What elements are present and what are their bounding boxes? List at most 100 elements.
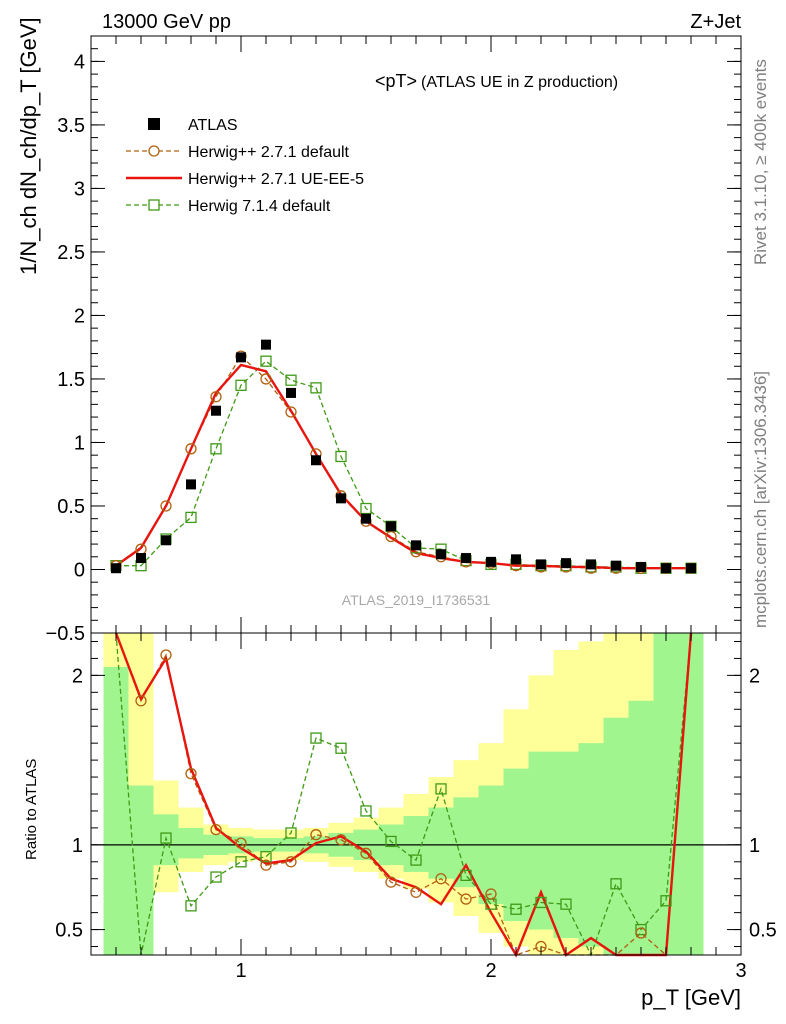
ratio-point-herwig-default <box>485 888 497 900</box>
legend-marker-herwig7 <box>148 199 160 211</box>
ratio-point-herwig-default <box>385 876 397 888</box>
legend: ATLAS Herwig++ 2.7.1 default Herwig++ 2.7.… <box>126 117 364 215</box>
xtick-label: 3 <box>735 960 746 982</box>
point-atlas <box>161 535 171 546</box>
ratio-point-herwig-default <box>160 649 172 661</box>
main-ytick-label: 4 <box>74 51 85 73</box>
ratio-ytick-label-right: 0.5 <box>749 920 777 942</box>
ratio-point-herwig7 <box>535 896 547 909</box>
x-axis-label: p_T [GeV] <box>641 985 741 1010</box>
band-inner-bin <box>453 797 479 888</box>
point-atlas <box>436 549 446 560</box>
point-atlas <box>336 493 346 504</box>
ratio-point-herwig-default <box>235 837 247 849</box>
point-atlas <box>186 479 196 490</box>
ratio-panel: 0.5 0.5 1 1 2 2 Ratio to ATLAS <box>23 632 777 958</box>
point-atlas <box>386 521 396 532</box>
series-line-herwig7 <box>116 360 691 569</box>
ratio-point-herwig7 <box>385 835 397 848</box>
ratio-point-herwig-default <box>285 856 297 868</box>
header-left: 13000 GeV pp <box>102 11 231 33</box>
point-atlas <box>611 560 621 571</box>
main-ytick-label: −0.5 <box>46 623 85 645</box>
ratio-point-herwig-default <box>435 873 447 885</box>
ratio-point-herwig7 <box>435 783 447 795</box>
band-inner-bin <box>103 666 129 955</box>
ratio-point-herwig7 <box>285 827 297 839</box>
ratio-point-herwig7 <box>610 878 622 890</box>
band-inner-bin <box>128 785 154 955</box>
legend-label: Herwig++ 2.7.1 UE-EE-5 <box>188 171 364 188</box>
point-atlas <box>586 559 596 570</box>
point-herwig-default <box>160 500 172 512</box>
band-inner-bin <box>528 751 554 930</box>
point-atlas <box>261 339 271 350</box>
band-inner-bin <box>403 816 429 872</box>
point-atlas <box>486 556 496 567</box>
legend-label: ATLAS <box>188 117 238 134</box>
ratio-ytick-label: 2 <box>72 665 83 687</box>
point-atlas <box>686 563 696 574</box>
point-herwig7 <box>185 511 197 524</box>
point-atlas <box>461 553 471 564</box>
point-herwig7 <box>235 379 247 391</box>
side-label-top: Rivet 3.1.10, ≥ 400k events <box>751 59 770 265</box>
point-atlas <box>286 387 296 398</box>
ratio-point-herwig-default <box>635 927 647 939</box>
point-herwig-default <box>285 406 297 418</box>
ratio-point-herwig7 <box>335 742 347 754</box>
band-inner-bin <box>603 717 629 955</box>
point-herwig-default <box>260 373 272 385</box>
band-inner-bin <box>653 633 679 955</box>
point-atlas <box>561 558 571 569</box>
xtick-label: 2 <box>485 960 496 982</box>
point-atlas <box>236 352 246 363</box>
band-inner-bin <box>678 633 704 955</box>
ratio-point-herwig7 <box>560 898 572 910</box>
point-atlas <box>361 513 371 524</box>
point-herwig7 <box>360 502 372 515</box>
ratio-point-herwig7 <box>260 851 272 863</box>
ratio-point-herwig-default <box>360 847 372 859</box>
ratio-point-herwig7 <box>185 900 197 912</box>
ratio-point-herwig-default <box>310 829 322 841</box>
band-inner-bin <box>178 827 204 859</box>
ratio-point-herwig-default <box>335 834 347 846</box>
main-ytick-label: 0 <box>74 559 85 581</box>
point-herwig7 <box>310 382 322 394</box>
point-atlas <box>536 559 546 570</box>
point-atlas <box>411 540 421 551</box>
main-ytick-label: 1 <box>74 432 85 454</box>
point-herwig7 <box>260 355 272 367</box>
main-ytick-label: 2.5 <box>57 242 85 264</box>
point-atlas <box>111 563 121 574</box>
point-atlas <box>136 553 146 564</box>
main-subtitle: (ATLAS UE in Z production) <box>421 74 618 91</box>
point-herwig-default <box>210 391 222 403</box>
main-ytick-label: 2 <box>74 305 85 327</box>
ratio-point-herwig7 <box>410 854 422 866</box>
ratio-point-herwig7 <box>235 856 247 868</box>
main-title: <pT> <box>375 71 417 91</box>
ratio-point-herwig-default <box>185 768 197 780</box>
ratio-ytick-label: 1 <box>72 835 83 857</box>
ratio-point-herwig-default <box>260 859 272 871</box>
main-ytick-label: 3 <box>74 178 85 200</box>
ratio-point-herwig-default <box>410 886 422 898</box>
main-ylabel: 1/N_ch dN_ch/dp_T [GeV] <box>16 17 41 275</box>
ratio-point-herwig7 <box>635 923 647 936</box>
point-atlas <box>636 561 646 572</box>
ratio-point-herwig7 <box>660 895 672 907</box>
legend-label: Herwig++ 2.7.1 default <box>188 144 350 161</box>
main-ytick-label: 0.5 <box>57 496 85 518</box>
watermark: ATLAS_2019_I1736531 <box>342 592 491 608</box>
ratio-point-herwig-default <box>135 695 147 707</box>
ratio-point-herwig7 <box>360 805 372 817</box>
band-inner-bin <box>628 700 654 955</box>
ratio-ylabel: Ratio to ATLAS <box>23 759 40 860</box>
point-atlas <box>311 455 321 466</box>
point-atlas <box>511 554 521 565</box>
ratio-point-herwig7 <box>460 869 472 881</box>
ratio-line-herwig-ue <box>114 632 693 958</box>
